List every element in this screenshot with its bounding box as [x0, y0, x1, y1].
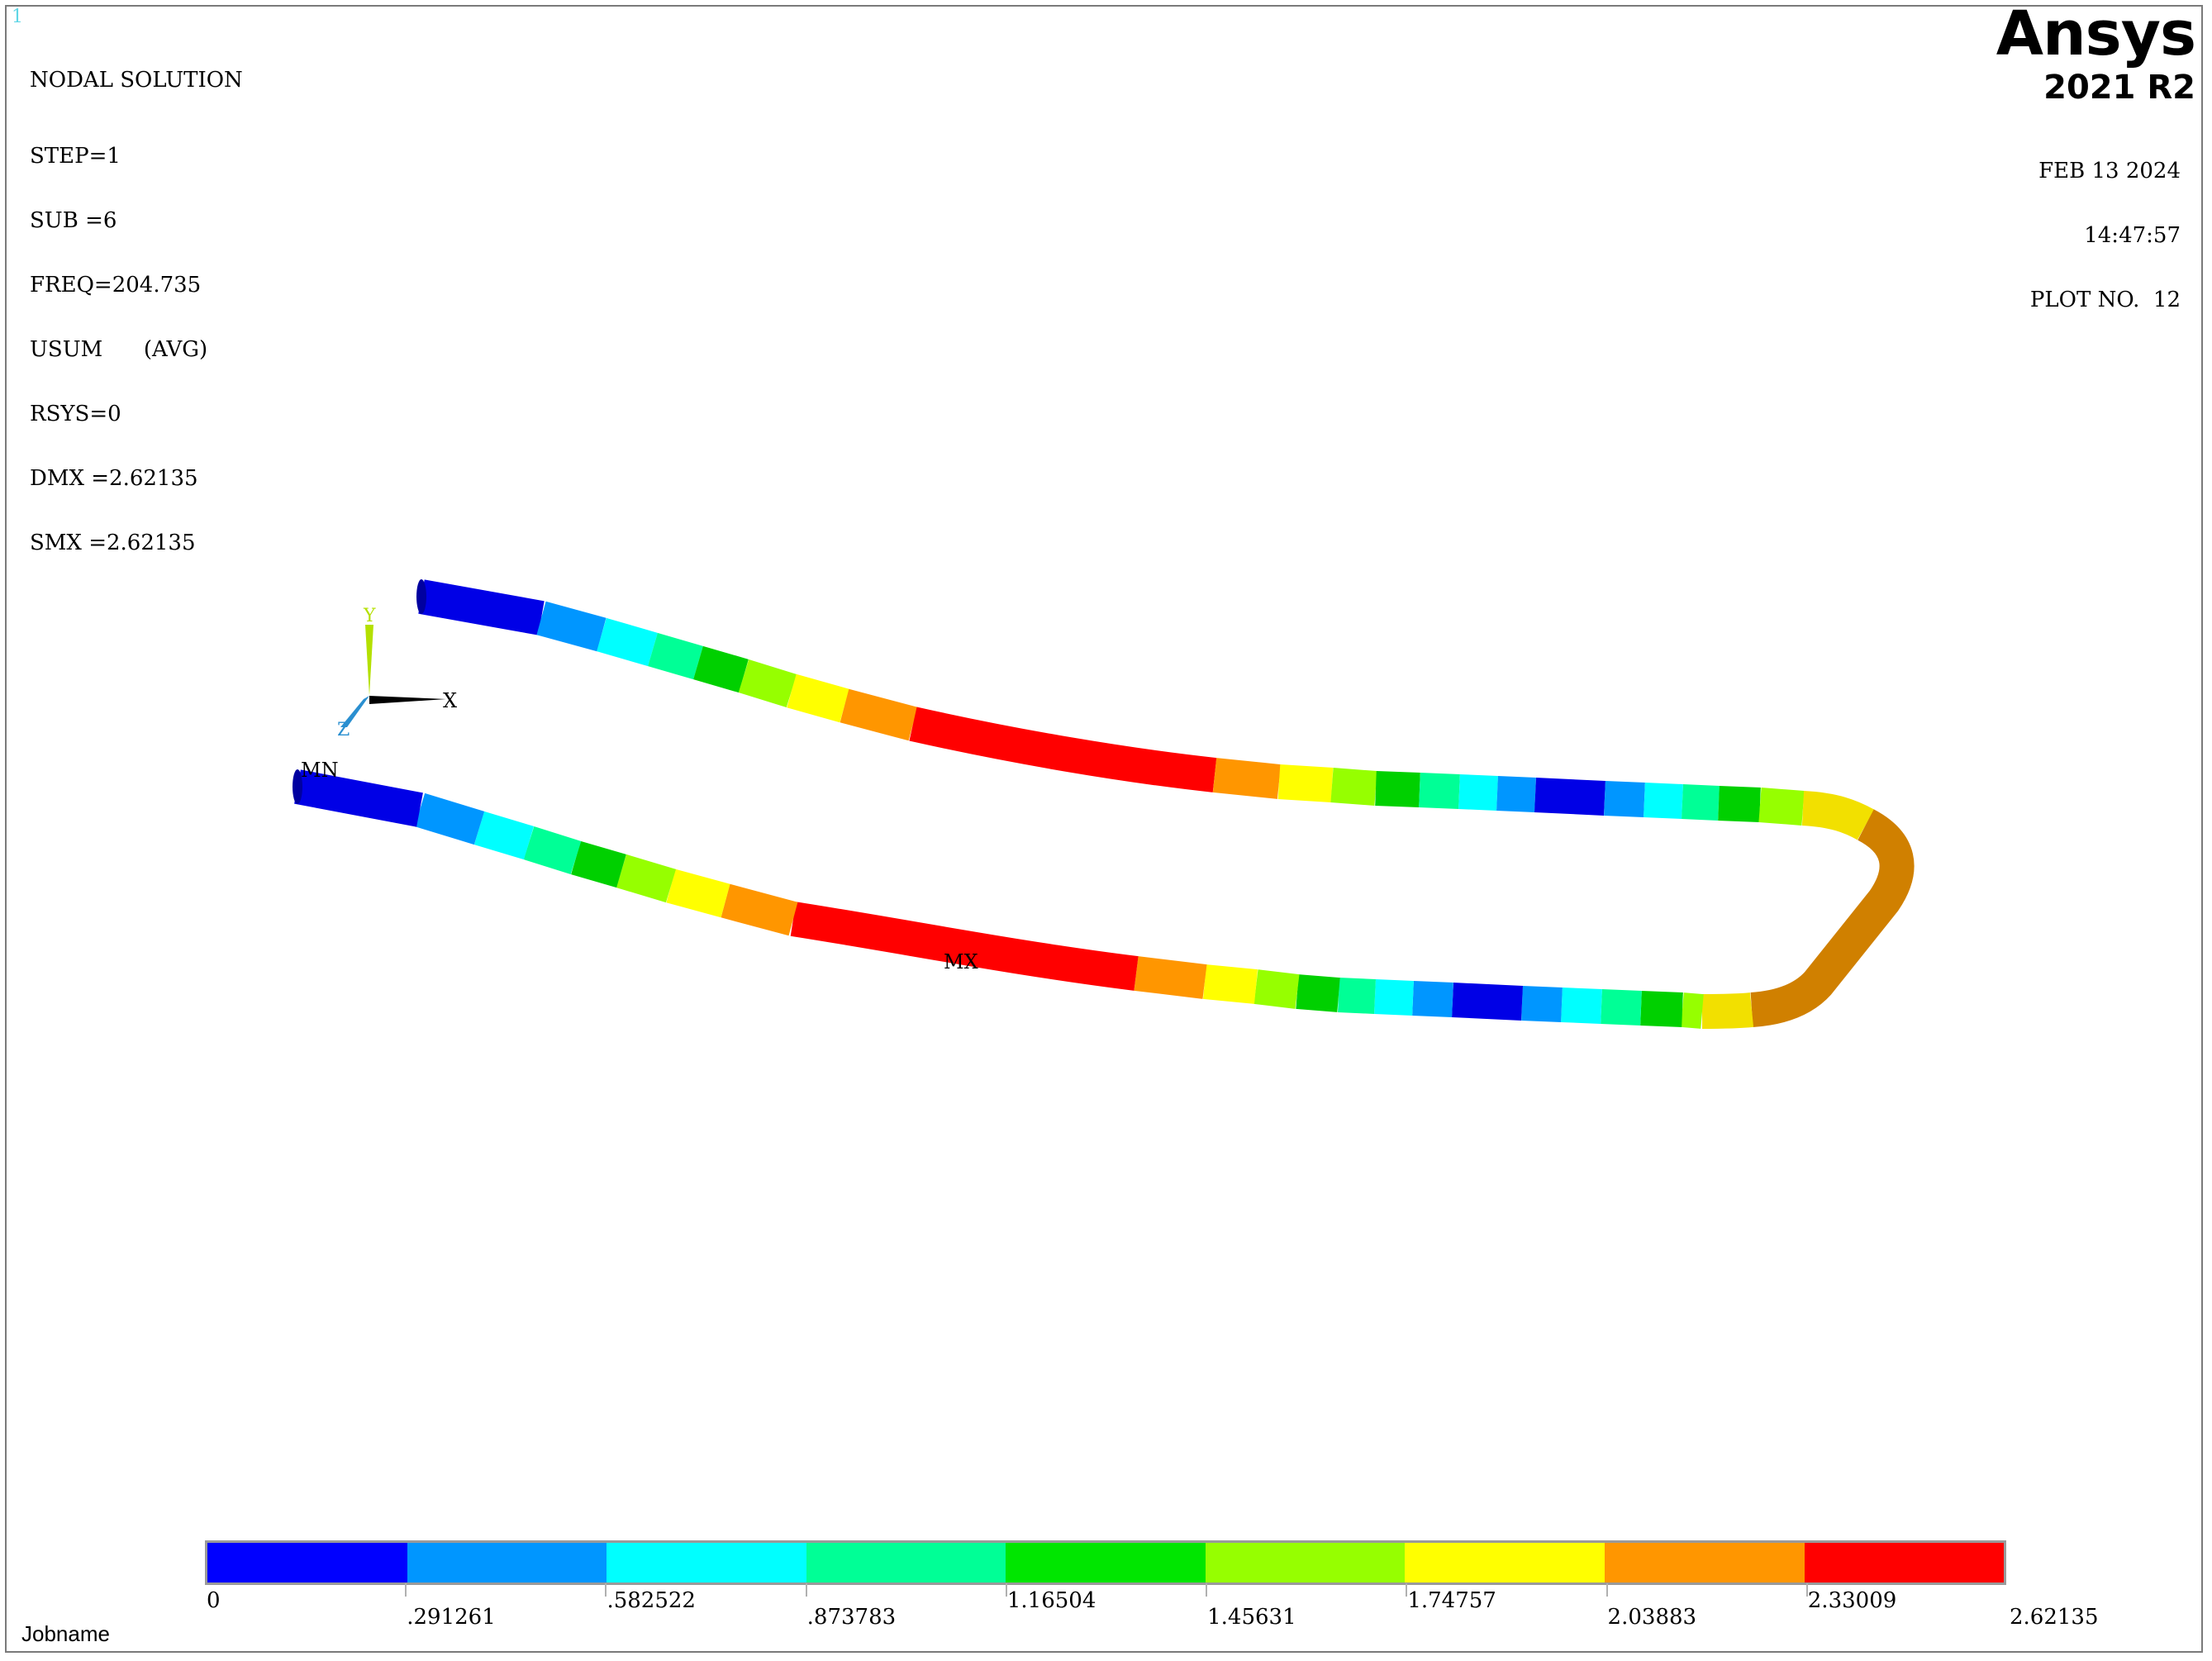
max-marker: MX: [944, 950, 978, 973]
triad-z-label: Z: [337, 720, 350, 740]
plot-time: 14:47:57: [2084, 223, 2181, 248]
contour-legend-bar: [205, 1540, 2006, 1585]
ansys-version: 2021 R2: [2043, 69, 2195, 107]
legend-label-8: 2.33009: [1807, 1588, 1897, 1613]
legend-band-1: [407, 1543, 607, 1582]
info-result-item: USUM (AVG): [30, 337, 208, 362]
legend-band-2: [607, 1543, 806, 1582]
solution-info-block: NODAL SOLUTION STEP=1 SUB =6 FREQ=204.73…: [30, 26, 243, 575]
plot-number: PLOT NO. 12: [2029, 288, 2181, 312]
legend-separator: [1805, 1583, 1808, 1597]
window-number: 1: [12, 7, 23, 27]
min-marker: MN: [301, 759, 339, 782]
legend-label-2: .582522: [607, 1588, 696, 1613]
legend-band-6: [1405, 1543, 1605, 1582]
info-substep: SUB =6: [30, 208, 117, 233]
coordinate-triad-icon: Y X Z: [337, 606, 457, 740]
ansys-logo: Ansys: [1996, 0, 2196, 69]
pipe-end-cap-upper: [416, 579, 426, 614]
legend-band-7: [1604, 1543, 1805, 1582]
plot-stamp: FEB 13 2024 14:47:57 PLOT NO. 12: [2030, 117, 2181, 332]
legend-separator: [805, 1583, 807, 1597]
info-step: STEP=1: [30, 144, 121, 169]
ansys-brand: Ansys 2021 R2: [1996, 0, 2196, 107]
legend-label-0: 0: [207, 1588, 221, 1613]
legend-label-7: 2.03883: [1607, 1605, 1697, 1630]
legend-band-5: [1205, 1543, 1406, 1582]
solution-title: NODAL SOLUTION: [30, 68, 243, 93]
legend-band-8: [1804, 1543, 2005, 1582]
legend-separator: [405, 1583, 407, 1597]
legend-label-6: 1.74757: [1407, 1588, 1496, 1613]
legend-separator: [1406, 1583, 1408, 1597]
graphics-window-frame: [5, 5, 2203, 1653]
info-smx: SMX =2.62135: [30, 531, 196, 555]
legend-label-5: 1.45631: [1207, 1605, 1296, 1630]
legend-separator: [1605, 1583, 1608, 1597]
legend-separator: [1005, 1583, 1007, 1597]
legend-label-1: .291261: [407, 1605, 496, 1630]
legend-label-4: 1.16504: [1006, 1588, 1096, 1613]
triad-y-label: Y: [363, 606, 376, 626]
info-frequency: FREQ=204.735: [30, 273, 202, 297]
triad-x-label: X: [443, 689, 457, 712]
pipe-model: [294, 579, 1915, 1029]
legend-band-4: [1006, 1543, 1206, 1582]
plot-date: FEB 13 2024: [2038, 159, 2181, 183]
info-rsys: RSYS=0: [30, 402, 121, 426]
legend-separator: [605, 1583, 607, 1597]
info-dmx: DMX =2.62135: [30, 466, 198, 491]
legend-separator: [1206, 1583, 1208, 1597]
pipe-end-cap-lower: [293, 769, 302, 804]
legend-band-3: [806, 1543, 1006, 1582]
legend-label-9: 2.62135: [2010, 1605, 2099, 1630]
legend-band-0: [207, 1543, 407, 1582]
legend-label-3: .873783: [806, 1605, 897, 1630]
jobname-label: Jobname: [21, 1621, 110, 1646]
